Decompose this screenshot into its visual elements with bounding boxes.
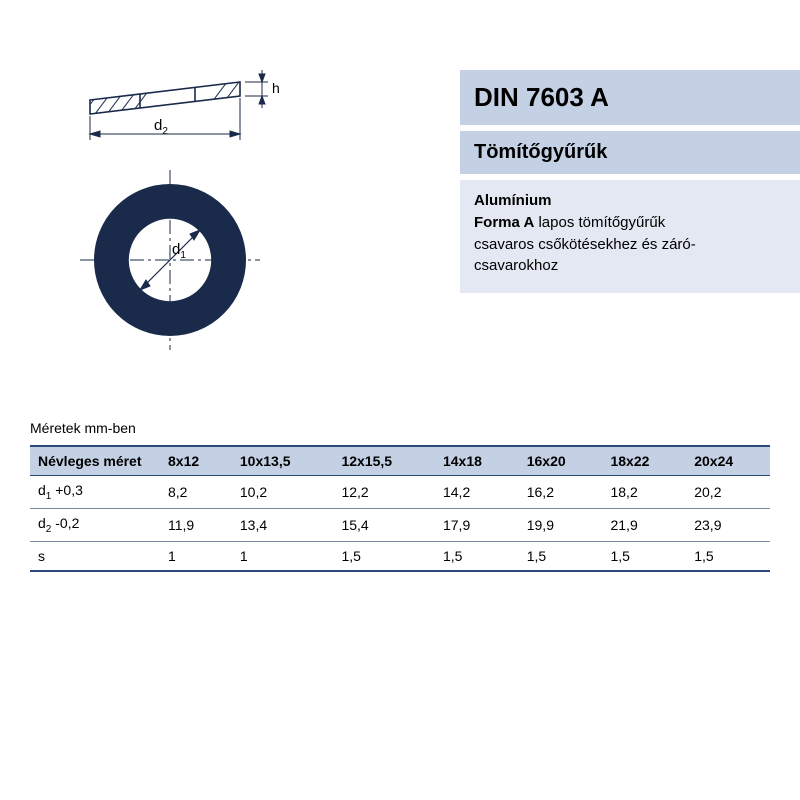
diagram-h-label: h	[272, 80, 280, 96]
table-cell: 20,2	[686, 476, 770, 509]
diagram-d2-label: d	[154, 117, 162, 134]
table-row: s111,51,51,51,51,5	[30, 541, 770, 571]
desc-rest-2: lapos tömítőgyűrűk	[534, 214, 665, 231]
table-cell: 1,5	[602, 541, 686, 571]
table-cell: 8,2	[160, 476, 232, 509]
col-header: 12x15,5	[333, 446, 435, 476]
col-header: 10x13,5	[232, 446, 334, 476]
row-label: d2 -0,2	[30, 508, 160, 541]
table-cell: 1,5	[686, 541, 770, 571]
table-cell: 1	[160, 541, 232, 571]
table-cell: 14,2	[435, 476, 519, 509]
desc-bold-2: Forma A	[474, 214, 534, 231]
panel-title: DIN 7603 A	[460, 70, 800, 125]
row-label: d1 +0,3	[30, 476, 160, 509]
table-cell: 18,2	[602, 476, 686, 509]
table-cell: 23,9	[686, 508, 770, 541]
row-label: s	[30, 541, 160, 571]
diagram-d2-sub: 2	[162, 126, 168, 137]
technical-diagram: h d2	[50, 60, 330, 360]
col-header: 8x12	[160, 446, 232, 476]
desc-bold-1: Alumínium	[474, 192, 552, 209]
panel-subtitle: Tömítőgyűrűk	[460, 131, 800, 174]
table-cell: 11,9	[160, 508, 232, 541]
top-region: h d2	[0, 0, 800, 380]
table-cell: 10,2	[232, 476, 334, 509]
table-cell: 1,5	[333, 541, 435, 571]
col-header: Névleges méret	[30, 446, 160, 476]
table-row: d1 +0,38,210,212,214,216,218,220,2	[30, 476, 770, 509]
table-cell: 1,5	[435, 541, 519, 571]
col-header: 18x22	[602, 446, 686, 476]
table-cell: 21,9	[602, 508, 686, 541]
table-row: d2 -0,211,913,415,417,919,921,923,9	[30, 508, 770, 541]
col-header: 14x18	[435, 446, 519, 476]
dimensions-table: Névleges méret 8x12 10x13,5 12x15,5 14x1…	[30, 445, 770, 572]
table-cell: 15,4	[333, 508, 435, 541]
diagram-d1-sub: 1	[180, 250, 186, 261]
desc-line-3: csavaros csőkötésekhez és záró-	[474, 236, 696, 253]
col-header: 16x20	[519, 446, 603, 476]
col-header: 20x24	[686, 446, 770, 476]
table-header-row: Névleges méret 8x12 10x13,5 12x15,5 14x1…	[30, 446, 770, 476]
table-cell: 13,4	[232, 508, 334, 541]
table-caption: Méretek mm-ben	[30, 420, 136, 436]
info-panel: DIN 7603 A Tömítőgyűrűk Alumínium Forma …	[460, 70, 800, 293]
desc-line-4: csavarokhoz	[474, 257, 558, 274]
table-cell: 19,9	[519, 508, 603, 541]
table-cell: 16,2	[519, 476, 603, 509]
table-cell: 17,9	[435, 508, 519, 541]
table-cell: 1	[232, 541, 334, 571]
table-cell: 1,5	[519, 541, 603, 571]
panel-description: Alumínium Forma A lapos tömítőgyűrűk csa…	[460, 180, 800, 293]
table-cell: 12,2	[333, 476, 435, 509]
diagram-d1-label: d	[172, 241, 180, 258]
